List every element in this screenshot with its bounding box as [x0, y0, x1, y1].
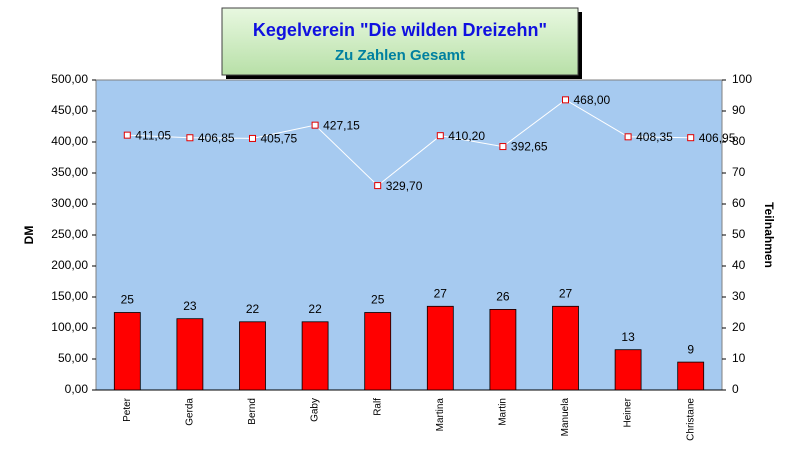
- y-tick-label: 350,00: [51, 165, 88, 179]
- y-tick-label: 250,00: [51, 227, 88, 241]
- y-axis-label: DM: [22, 226, 36, 245]
- bar-label: 23: [183, 299, 197, 313]
- bar: [426, 305, 454, 391]
- y2-tick-label: 90: [732, 103, 746, 117]
- marker: [374, 182, 382, 190]
- title-box: [221, 7, 579, 76]
- data-label: 329,70: [386, 179, 423, 193]
- bar: [614, 349, 642, 391]
- marker: [624, 133, 632, 141]
- line: [127, 99, 691, 187]
- data-label: 408,35: [636, 130, 673, 144]
- y2-tick-label: 0: [732, 382, 739, 396]
- bar: [677, 361, 705, 391]
- y2-tick-label: 70: [732, 165, 746, 179]
- y2-tick-label: 10: [732, 351, 746, 365]
- y2-tick-label: 80: [732, 134, 746, 148]
- y2-tick-label: 30: [732, 289, 746, 303]
- y-tick-label: 450,00: [51, 103, 88, 117]
- y2-tick-label: 40: [732, 258, 746, 272]
- chart-title: Kegelverein "Die wilden Dreizehn": [253, 20, 547, 40]
- marker: [249, 134, 256, 142]
- x-tick-label: Peter: [122, 397, 133, 422]
- y-tick-label: 0,00: [65, 382, 89, 396]
- bar-label: 27: [559, 286, 573, 300]
- marker: [436, 132, 444, 140]
- bar-label: 27: [434, 286, 448, 300]
- chart-subtitle: Zu Zahlen Gesamt: [335, 47, 465, 64]
- bar: [364, 312, 392, 391]
- marker: [311, 121, 319, 129]
- bar: [113, 312, 141, 391]
- bar: [301, 321, 329, 391]
- bar-label: 25: [371, 293, 385, 307]
- y2-axis-label: Teilnahmen: [762, 202, 776, 268]
- x-tick-label: Christane: [685, 398, 696, 441]
- bar: [176, 318, 204, 391]
- data-label: 468,00: [574, 93, 611, 107]
- marker: [186, 134, 194, 142]
- data-label: 410,20: [448, 129, 485, 143]
- y-tick-label: 50,00: [58, 351, 88, 365]
- y2-tick-label: 50: [732, 227, 746, 241]
- marker: [499, 143, 507, 151]
- y2-tick-label: 100: [732, 72, 752, 86]
- x-tick-label: Heiner: [623, 397, 634, 427]
- bar-label: 9: [687, 342, 694, 356]
- data-label: 392,65: [511, 140, 548, 154]
- data-label: 427,15: [323, 118, 360, 132]
- marker: [687, 134, 695, 142]
- y-tick-label: 200,00: [51, 258, 88, 272]
- bar: [489, 308, 517, 391]
- data-label: 411,05: [135, 128, 171, 142]
- x-tick-label: Gerda: [185, 398, 196, 426]
- y2-tick-label: 20: [732, 320, 746, 334]
- y-tick-label: 400,00: [51, 134, 88, 148]
- y2-tick-label: 60: [732, 196, 746, 210]
- bar-label: 13: [621, 330, 635, 344]
- x-tick-label: Martin: [498, 398, 509, 426]
- bar-label: 22: [246, 302, 260, 316]
- bar-label: 26: [496, 290, 510, 304]
- y-tick-label: 500,00: [51, 72, 88, 86]
- x-tick-label: Manuela: [560, 398, 571, 437]
- y-tick-label: 100,00: [51, 320, 88, 334]
- marker: [562, 96, 569, 104]
- bar-label: 25: [121, 293, 135, 307]
- data-label: 405,75: [261, 132, 298, 146]
- x-tick-label: Martina: [435, 398, 446, 432]
- y-tick-label: 150,00: [51, 289, 88, 303]
- bar: [239, 321, 266, 391]
- x-tick-label: Gaby: [310, 398, 321, 422]
- data-label: 406,85: [198, 131, 235, 145]
- bar-label: 22: [308, 302, 322, 316]
- bar: [552, 305, 579, 391]
- data-label: 406,95: [699, 131, 736, 145]
- y-tick-label: 300,00: [51, 196, 88, 210]
- marker: [123, 131, 131, 139]
- x-tick-label: Ralf: [372, 398, 383, 416]
- x-tick-label: Bernd: [247, 398, 258, 425]
